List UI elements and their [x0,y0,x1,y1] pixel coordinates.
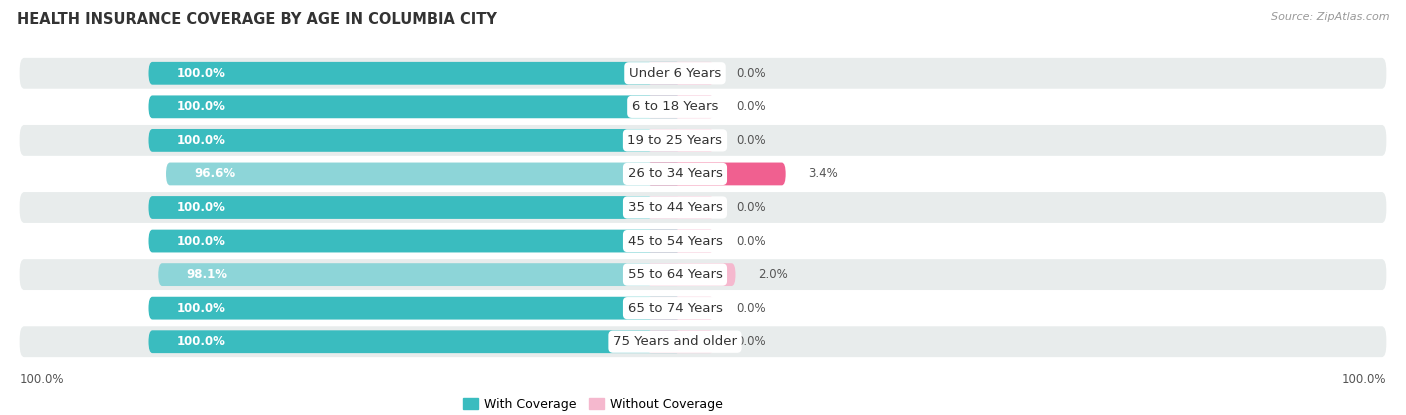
Text: 0.0%: 0.0% [737,134,766,147]
Text: Source: ZipAtlas.com: Source: ZipAtlas.com [1271,12,1389,22]
FancyBboxPatch shape [20,326,1386,357]
FancyBboxPatch shape [149,62,681,85]
Text: HEALTH INSURANCE COVERAGE BY AGE IN COLUMBIA CITY: HEALTH INSURANCE COVERAGE BY AGE IN COLU… [17,12,496,27]
FancyBboxPatch shape [647,330,714,353]
FancyBboxPatch shape [149,95,681,118]
FancyBboxPatch shape [20,259,1386,290]
Text: 100.0%: 100.0% [1341,373,1386,386]
FancyBboxPatch shape [647,129,714,152]
Text: 26 to 34 Years: 26 to 34 Years [627,167,723,181]
FancyBboxPatch shape [166,163,681,186]
Legend: With Coverage, Without Coverage: With Coverage, Without Coverage [457,393,728,415]
Text: 100.0%: 100.0% [177,201,225,214]
Text: 0.0%: 0.0% [737,302,766,315]
FancyBboxPatch shape [149,330,681,353]
FancyBboxPatch shape [20,125,1386,156]
Text: 0.0%: 0.0% [737,201,766,214]
FancyBboxPatch shape [159,263,681,286]
Text: 65 to 74 Years: 65 to 74 Years [627,302,723,315]
Text: 100.0%: 100.0% [177,302,225,315]
Text: 3.4%: 3.4% [808,167,838,181]
Text: 100.0%: 100.0% [177,234,225,248]
Text: 100.0%: 100.0% [20,373,65,386]
Text: 100.0%: 100.0% [177,100,225,113]
Text: 0.0%: 0.0% [737,234,766,248]
Text: 100.0%: 100.0% [177,67,225,80]
Text: 45 to 54 Years: 45 to 54 Years [627,234,723,248]
Text: 35 to 44 Years: 35 to 44 Years [627,201,723,214]
Text: 0.0%: 0.0% [737,67,766,80]
FancyBboxPatch shape [647,263,735,286]
Text: 96.6%: 96.6% [194,167,235,181]
Text: 2.0%: 2.0% [758,268,787,281]
FancyBboxPatch shape [647,163,786,186]
FancyBboxPatch shape [149,196,681,219]
Text: 0.0%: 0.0% [737,100,766,113]
Text: 100.0%: 100.0% [177,134,225,147]
FancyBboxPatch shape [647,95,714,118]
Text: Under 6 Years: Under 6 Years [628,67,721,80]
Text: 100.0%: 100.0% [177,335,225,348]
FancyBboxPatch shape [647,297,714,320]
FancyBboxPatch shape [20,192,1386,223]
FancyBboxPatch shape [647,62,714,85]
Text: 0.0%: 0.0% [737,335,766,348]
FancyBboxPatch shape [20,58,1386,89]
FancyBboxPatch shape [149,129,681,152]
Text: 98.1%: 98.1% [186,268,228,281]
Text: 75 Years and older: 75 Years and older [613,335,737,348]
Text: 6 to 18 Years: 6 to 18 Years [631,100,718,113]
FancyBboxPatch shape [647,196,714,219]
FancyBboxPatch shape [149,297,681,320]
Text: 19 to 25 Years: 19 to 25 Years [627,134,723,147]
FancyBboxPatch shape [149,229,681,252]
FancyBboxPatch shape [647,229,714,252]
Text: 55 to 64 Years: 55 to 64 Years [627,268,723,281]
